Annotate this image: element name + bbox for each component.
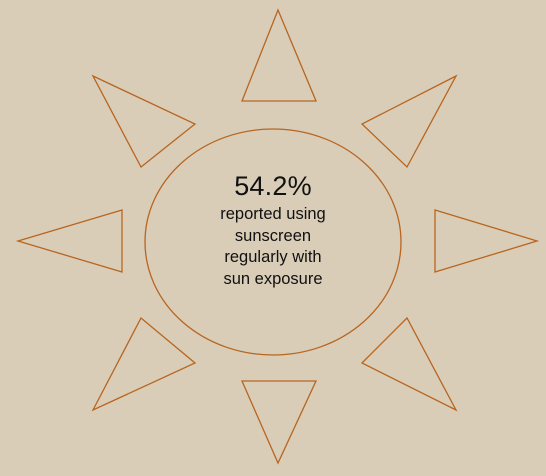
sun-ray-bottom-right	[360, 316, 458, 412]
statistic-caption: reported using sunscreen regularly with …	[173, 204, 373, 290]
sun-ray-bottom	[241, 380, 318, 465]
caption-line: regularly with	[224, 248, 322, 266]
caption-line: reported using	[220, 205, 326, 223]
sun-ray-top-left	[91, 74, 197, 168]
sun-ray-bottom-left	[91, 316, 197, 412]
sun-ray-top-right	[360, 74, 458, 169]
statistic-block: 54.2% reported using sunscreen regularly…	[173, 170, 373, 290]
statistic-value: 54.2%	[234, 171, 312, 201]
caption-line: sun exposure	[223, 269, 323, 288]
sun-center-circle	[144, 128, 402, 356]
sun-ray-right	[434, 209, 540, 273]
sun-ray-top	[241, 8, 317, 102]
caption-line: sunscreen	[234, 226, 312, 245]
sun-ray-left	[15, 209, 123, 273]
